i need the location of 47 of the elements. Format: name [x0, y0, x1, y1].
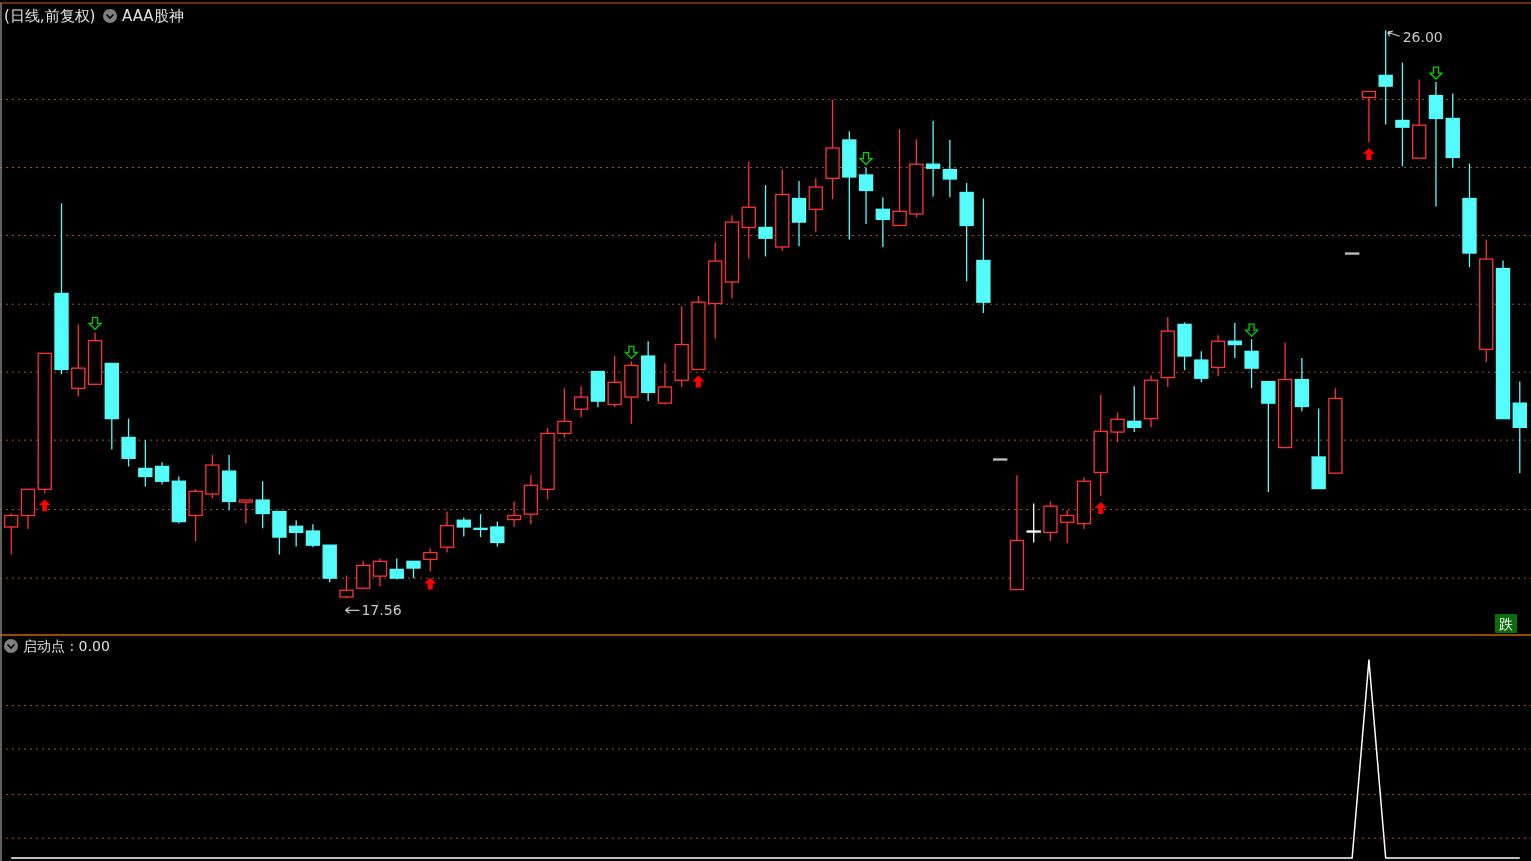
candlestick: [1378, 29, 1393, 126]
candlestick: [490, 520, 505, 548]
annotation: 26.00: [1402, 29, 1443, 46]
candlestick: [356, 559, 371, 591]
chart-subtitle: AAA股神: [122, 7, 184, 25]
candlestick: [154, 461, 170, 486]
annotation: 跌: [1499, 616, 1513, 632]
candlestick: [456, 516, 471, 538]
candlestick: [808, 177, 823, 233]
candlestick: [741, 160, 756, 260]
candlestick: [1060, 509, 1075, 544]
candlestick: [1261, 380, 1276, 493]
candlestick: [372, 557, 388, 587]
candlestick: [439, 510, 455, 554]
chart-title: (日线,前复权): [4, 7, 96, 25]
candlestick: [875, 196, 891, 248]
candlestick: [473, 513, 488, 538]
candlestick: [238, 499, 254, 525]
candlestick: [4, 512, 19, 556]
candlestick: [506, 500, 522, 528]
candlestick: [288, 519, 304, 548]
candlestick: [1428, 81, 1444, 208]
candlestick: [942, 139, 958, 198]
candlestick: [1395, 61, 1410, 167]
candlestick: [791, 180, 807, 247]
candlestick: [305, 523, 321, 548]
candlestick: [1127, 385, 1142, 433]
candlestick: [71, 323, 86, 398]
candlestick: [1110, 411, 1125, 443]
candlestick: [255, 480, 270, 529]
candlestick: [1244, 338, 1259, 389]
candlestick: [138, 439, 153, 488]
candlestick: [925, 120, 941, 198]
candlestick: [758, 184, 773, 258]
chart-title: 启动点 : 0.00: [23, 638, 110, 654]
candlestick: [892, 128, 907, 227]
candlestick: [1361, 90, 1377, 143]
candlestick: [557, 387, 572, 439]
annotation: 17.56: [361, 602, 402, 619]
candlestick: [573, 385, 589, 418]
candlestick: [121, 417, 136, 468]
candlestick: [423, 547, 438, 573]
candlestick: [657, 362, 673, 406]
candlestick: [607, 355, 622, 408]
candlestick: [1026, 502, 1041, 544]
candlestick: [1194, 350, 1209, 383]
candlestick: [858, 166, 874, 225]
